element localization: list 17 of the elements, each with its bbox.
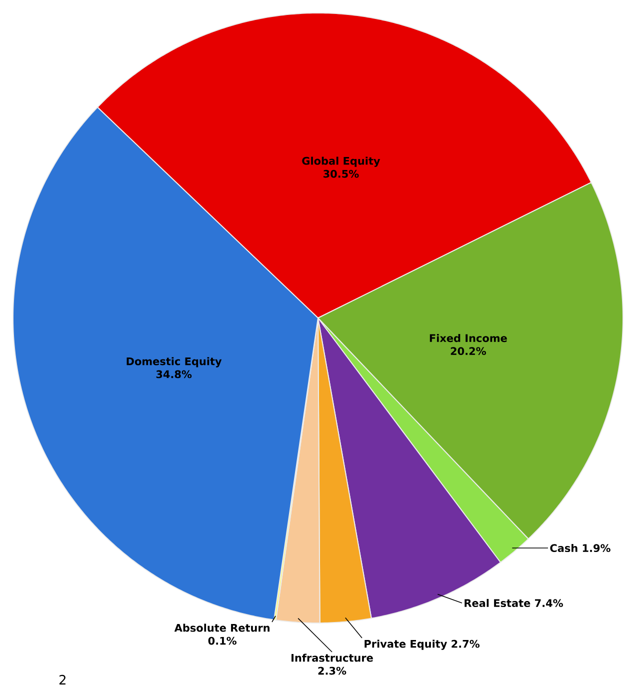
data-label: 20.2% xyxy=(450,347,486,356)
data-label: 30.5% xyxy=(324,170,359,178)
data-label: 2.7% xyxy=(452,640,480,648)
slice-label: Global Equity xyxy=(302,156,380,167)
data-label: 34.8% xyxy=(156,370,192,378)
data-label: 0.1% xyxy=(208,636,236,645)
slice-label: Real Estate xyxy=(464,598,530,608)
slice-label: Private Equity xyxy=(364,640,448,650)
data-label: 1.9% xyxy=(582,544,610,552)
slice-label: Absolute Return xyxy=(174,624,270,632)
slice-label: Infrastructure xyxy=(292,654,373,662)
text: 2 xyxy=(59,674,66,684)
slice-label: Cash xyxy=(550,544,578,552)
data-label: 2.3% xyxy=(318,666,346,675)
slice-label: Domestic Equity xyxy=(126,357,222,368)
data-label: 7.4% xyxy=(535,599,563,608)
slice-label: Fixed Income xyxy=(430,334,507,342)
